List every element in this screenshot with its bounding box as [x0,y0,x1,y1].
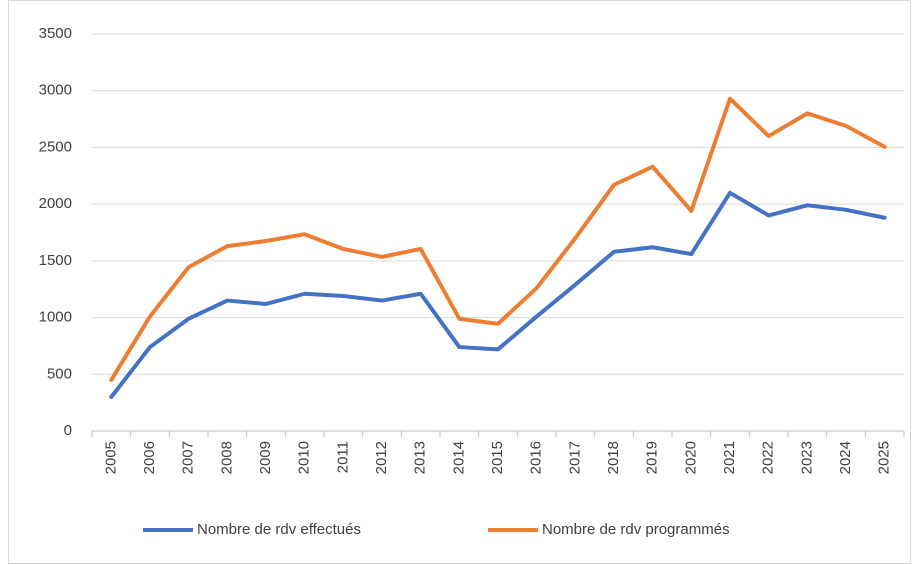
y-tick-label: 500 [47,365,72,382]
y-tick-label: 3500 [39,25,72,42]
x-tick-label: 2021 [721,441,738,474]
x-tick-label: 2016 [528,441,545,474]
legend-label: Nombre de rdv effectués [197,521,361,538]
x-tick-label: 2025 [876,441,893,474]
x-tick-label: 2017 [566,441,583,474]
x-tick-label: 2011 [334,441,351,473]
x-tick-label: 2018 [605,441,622,474]
x-tick-label: 2009 [257,441,274,474]
y-tick-label: 2000 [39,195,72,212]
y-tick-label: 0 [64,422,72,439]
legend-label: Nombre de rdv programmés [542,521,730,538]
y-tick-label: 3000 [39,82,72,99]
x-tick-label: 2014 [450,441,467,474]
x-tick-label: 2015 [489,441,506,474]
y-tick-label: 1000 [39,309,72,326]
x-tick-label: 2022 [760,441,777,474]
y-tick-label: 1500 [39,252,72,269]
x-tick-label: 2010 [296,441,313,474]
series-line [109,190,887,399]
chart-frame [8,0,911,564]
x-tick-label: 2005 [102,441,119,474]
x-tick-label: 2007 [180,441,197,474]
x-tick-label: 2023 [798,441,815,474]
x-tick-label: 2024 [837,441,854,474]
x-tick-label: 2006 [141,441,158,474]
x-tick-label: 2019 [644,441,661,474]
y-tick-label: 2500 [39,138,72,155]
x-tick-label: 2008 [218,441,235,474]
x-tick-label: 2013 [412,441,429,474]
x-tick-label: 2020 [682,441,699,474]
series-line [109,96,887,382]
x-tick-label: 2012 [373,441,390,474]
